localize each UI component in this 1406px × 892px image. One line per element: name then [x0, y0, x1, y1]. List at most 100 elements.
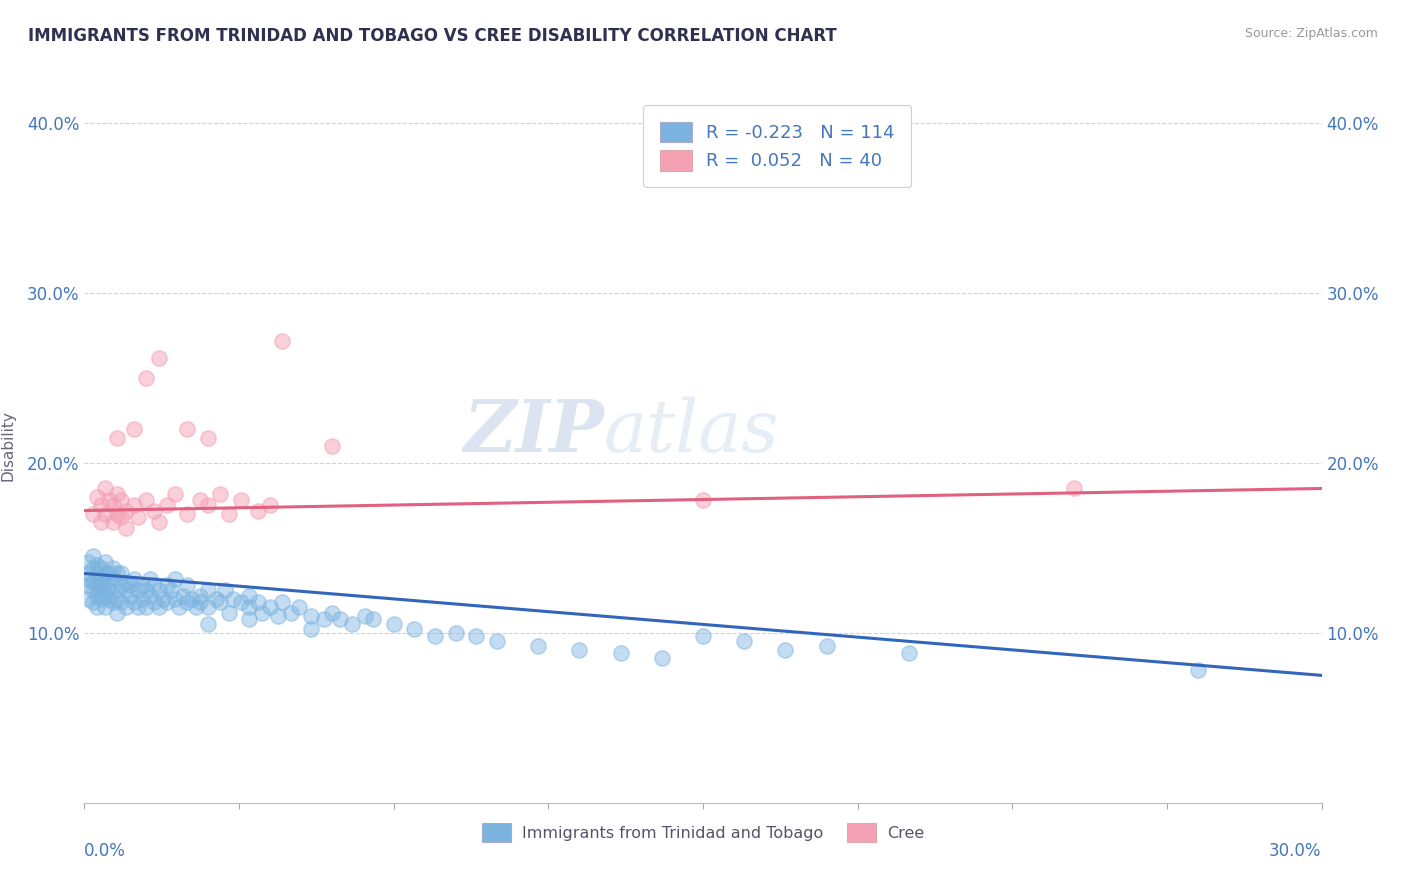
- Point: [148, 583, 170, 598]
- Y-axis label: Disability: Disability: [1, 410, 15, 482]
- Point: [180, 591, 202, 606]
- Point: [188, 493, 211, 508]
- Point: [103, 499, 125, 513]
- Point: [98, 583, 121, 598]
- Point: [485, 634, 508, 648]
- Point: [82, 507, 104, 521]
- Point: [299, 608, 322, 623]
- Point: [94, 589, 117, 603]
- Point: [135, 371, 157, 385]
- Point: [94, 574, 117, 589]
- Point: [110, 510, 132, 524]
- Point: [90, 516, 112, 530]
- Point: [94, 507, 117, 521]
- Point: [82, 583, 104, 598]
- Point: [105, 507, 128, 521]
- Point: [103, 595, 125, 609]
- Point: [609, 646, 631, 660]
- Point: [299, 623, 322, 637]
- Point: [205, 591, 228, 606]
- Point: [110, 493, 132, 508]
- Point: [342, 617, 364, 632]
- Point: [222, 591, 245, 606]
- Point: [165, 591, 187, 606]
- Point: [1187, 663, 1209, 677]
- Point: [139, 589, 162, 603]
- Point: [214, 583, 236, 598]
- Point: [238, 589, 260, 603]
- Point: [90, 561, 112, 575]
- Point: [98, 578, 121, 592]
- Point: [172, 589, 194, 603]
- Point: [82, 561, 104, 575]
- Point: [815, 640, 838, 654]
- Point: [94, 600, 117, 615]
- Point: [321, 439, 343, 453]
- Point: [105, 486, 128, 500]
- Point: [312, 612, 335, 626]
- Point: [197, 617, 219, 632]
- Point: [82, 574, 104, 589]
- Point: [110, 566, 132, 581]
- Point: [114, 520, 136, 534]
- Point: [90, 572, 112, 586]
- Point: [267, 608, 290, 623]
- Point: [90, 583, 112, 598]
- Point: [238, 612, 260, 626]
- Point: [122, 499, 145, 513]
- Text: atlas: atlas: [605, 396, 779, 467]
- Point: [444, 626, 467, 640]
- Point: [143, 595, 166, 609]
- Point: [733, 634, 755, 648]
- Point: [280, 606, 302, 620]
- Point: [160, 583, 183, 598]
- Point: [105, 606, 128, 620]
- Text: Source: ZipAtlas.com: Source: ZipAtlas.com: [1244, 27, 1378, 40]
- Point: [105, 566, 128, 581]
- Point: [143, 578, 166, 592]
- Point: [90, 578, 112, 592]
- Point: [114, 583, 136, 598]
- Point: [114, 503, 136, 517]
- Point: [98, 591, 121, 606]
- Point: [122, 595, 145, 609]
- Point: [259, 499, 281, 513]
- Point: [139, 572, 162, 586]
- Point: [188, 595, 211, 609]
- Point: [131, 578, 153, 592]
- Point: [135, 600, 157, 615]
- Point: [568, 643, 591, 657]
- Point: [197, 430, 219, 444]
- Point: [250, 606, 273, 620]
- Point: [209, 595, 232, 609]
- Point: [382, 617, 405, 632]
- Point: [86, 566, 108, 581]
- Point: [353, 608, 375, 623]
- Point: [165, 486, 187, 500]
- Text: IMMIGRANTS FROM TRINIDAD AND TOBAGO VS CREE DISABILITY CORRELATION CHART: IMMIGRANTS FROM TRINIDAD AND TOBAGO VS C…: [28, 27, 837, 45]
- Point: [188, 589, 211, 603]
- Point: [127, 510, 149, 524]
- Point: [90, 499, 112, 513]
- Point: [218, 606, 240, 620]
- Point: [361, 612, 384, 626]
- Point: [143, 503, 166, 517]
- Point: [404, 623, 426, 637]
- Point: [321, 606, 343, 620]
- Point: [1063, 482, 1085, 496]
- Point: [156, 499, 179, 513]
- Point: [105, 583, 128, 598]
- Point: [77, 566, 100, 581]
- Point: [184, 600, 207, 615]
- Point: [271, 595, 294, 609]
- Point: [423, 629, 446, 643]
- Point: [110, 578, 132, 592]
- Text: ZIP: ZIP: [463, 396, 605, 467]
- Point: [176, 578, 198, 592]
- Point: [209, 486, 232, 500]
- Point: [246, 503, 269, 517]
- Point: [329, 612, 352, 626]
- Point: [86, 578, 108, 592]
- Point: [135, 583, 157, 598]
- Point: [118, 578, 141, 592]
